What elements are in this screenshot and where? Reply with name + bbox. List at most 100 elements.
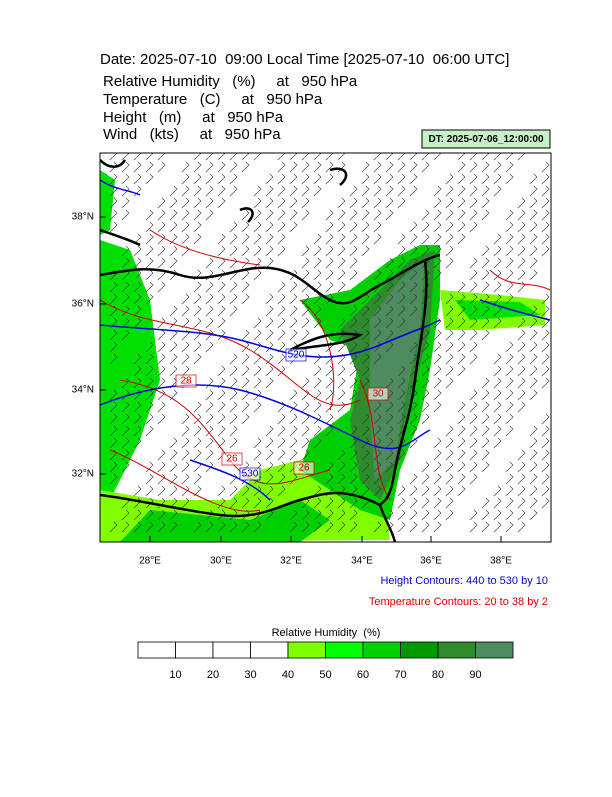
wind-barb (301, 425, 310, 437)
wind-barb (169, 521, 178, 533)
wind-barb (481, 329, 490, 341)
wind-barb (349, 425, 358, 437)
wind-barb (493, 161, 502, 173)
wind-barb (457, 153, 466, 161)
wind-barb (109, 461, 118, 473)
wind-barb (229, 185, 238, 197)
wind-barb (409, 281, 418, 293)
wind-barb (289, 473, 298, 485)
wind-barb (469, 153, 478, 161)
wind-barb (241, 221, 250, 233)
wind-barb (313, 485, 322, 497)
wind-barb (181, 473, 190, 485)
wind-barb (541, 209, 550, 221)
map-axes: 38°N 36°N 34°N 32°N 28°E 30°E 32°E 34°E 36°E 38°E (72, 212, 513, 567)
wind-barb (493, 185, 502, 197)
wind-barb (469, 209, 478, 221)
wind-barb (517, 401, 526, 413)
wind-barb (193, 281, 202, 293)
wind-barb (181, 425, 190, 437)
wind-barb (517, 209, 526, 221)
wind-barb (205, 185, 214, 197)
wind-barb (457, 449, 466, 461)
wind-barb (205, 161, 214, 173)
wind-barb (433, 185, 442, 197)
wind-barb (169, 497, 178, 509)
wind-barb (469, 401, 478, 413)
wind-barb (277, 245, 286, 257)
wind-barb (145, 221, 154, 233)
wind-barb (337, 197, 346, 209)
wind-barb (505, 245, 514, 257)
wind-barb (121, 293, 130, 305)
wind-barb (217, 329, 226, 341)
wind-barb (541, 377, 550, 389)
wind-barb (421, 353, 430, 365)
wind-barb (205, 437, 214, 449)
wind-barb (313, 305, 322, 317)
wind-barb (193, 233, 202, 245)
wind-barb (505, 281, 514, 293)
wind-barb (169, 197, 178, 209)
wind-barb (325, 161, 334, 173)
wind-barb (361, 437, 370, 449)
lat-label: 32°N (72, 469, 94, 480)
wind-barb (541, 449, 550, 461)
wind-barb (181, 449, 190, 461)
wind-barb (325, 257, 334, 269)
wind-barb (217, 173, 226, 185)
wind-barb (481, 449, 490, 461)
wind-barb (265, 245, 274, 257)
wind-barb (409, 185, 418, 197)
wind-barb (433, 245, 442, 257)
wind-barb (265, 221, 274, 233)
wind-barb (277, 233, 286, 245)
wind-barb (373, 173, 382, 185)
wind-barb (505, 461, 514, 473)
wind-barb (349, 521, 358, 533)
wind-barb (385, 293, 394, 305)
wind-barb (469, 221, 478, 233)
wind-barb (529, 425, 538, 437)
wind-barb (157, 221, 166, 233)
wind-barb (493, 377, 502, 389)
wind-barb (373, 329, 382, 341)
wind-barb (265, 365, 274, 377)
wind-barb (133, 401, 142, 413)
rh-area (455, 300, 540, 320)
wind-barb (433, 473, 442, 485)
wind-barb (229, 257, 238, 269)
wind-barb (469, 257, 478, 269)
wind-barb (193, 449, 202, 461)
wind-barb (361, 173, 370, 185)
wind-barb (133, 305, 142, 317)
wind-barb (193, 293, 202, 305)
wind-barb (193, 317, 202, 329)
wind-barb (289, 317, 298, 329)
wind-barb (409, 269, 418, 281)
wind-barb (517, 233, 526, 245)
wind-barb (421, 377, 430, 389)
wind-barb (409, 245, 418, 257)
wind-barb (193, 425, 202, 437)
wind-barb (361, 473, 370, 485)
wind-barb (445, 293, 454, 305)
wind-barb (493, 245, 502, 257)
wind-barb (289, 173, 298, 185)
wind-barb (433, 509, 442, 521)
wind-barb (397, 449, 406, 461)
wind-barb (253, 185, 262, 197)
wind-barb (181, 353, 190, 365)
wind-barb (193, 305, 202, 317)
lon-label: 32°E (280, 556, 302, 567)
wind-barb (325, 281, 334, 293)
wind-barb (277, 449, 286, 461)
wind-barb (469, 185, 478, 197)
wind-barb (205, 329, 214, 341)
wind-barb (277, 161, 286, 173)
wind-barb (445, 377, 454, 389)
wind-barb (493, 269, 502, 281)
wind-barb (445, 473, 454, 485)
wind-barb (529, 209, 538, 221)
wind-barb (361, 233, 370, 245)
